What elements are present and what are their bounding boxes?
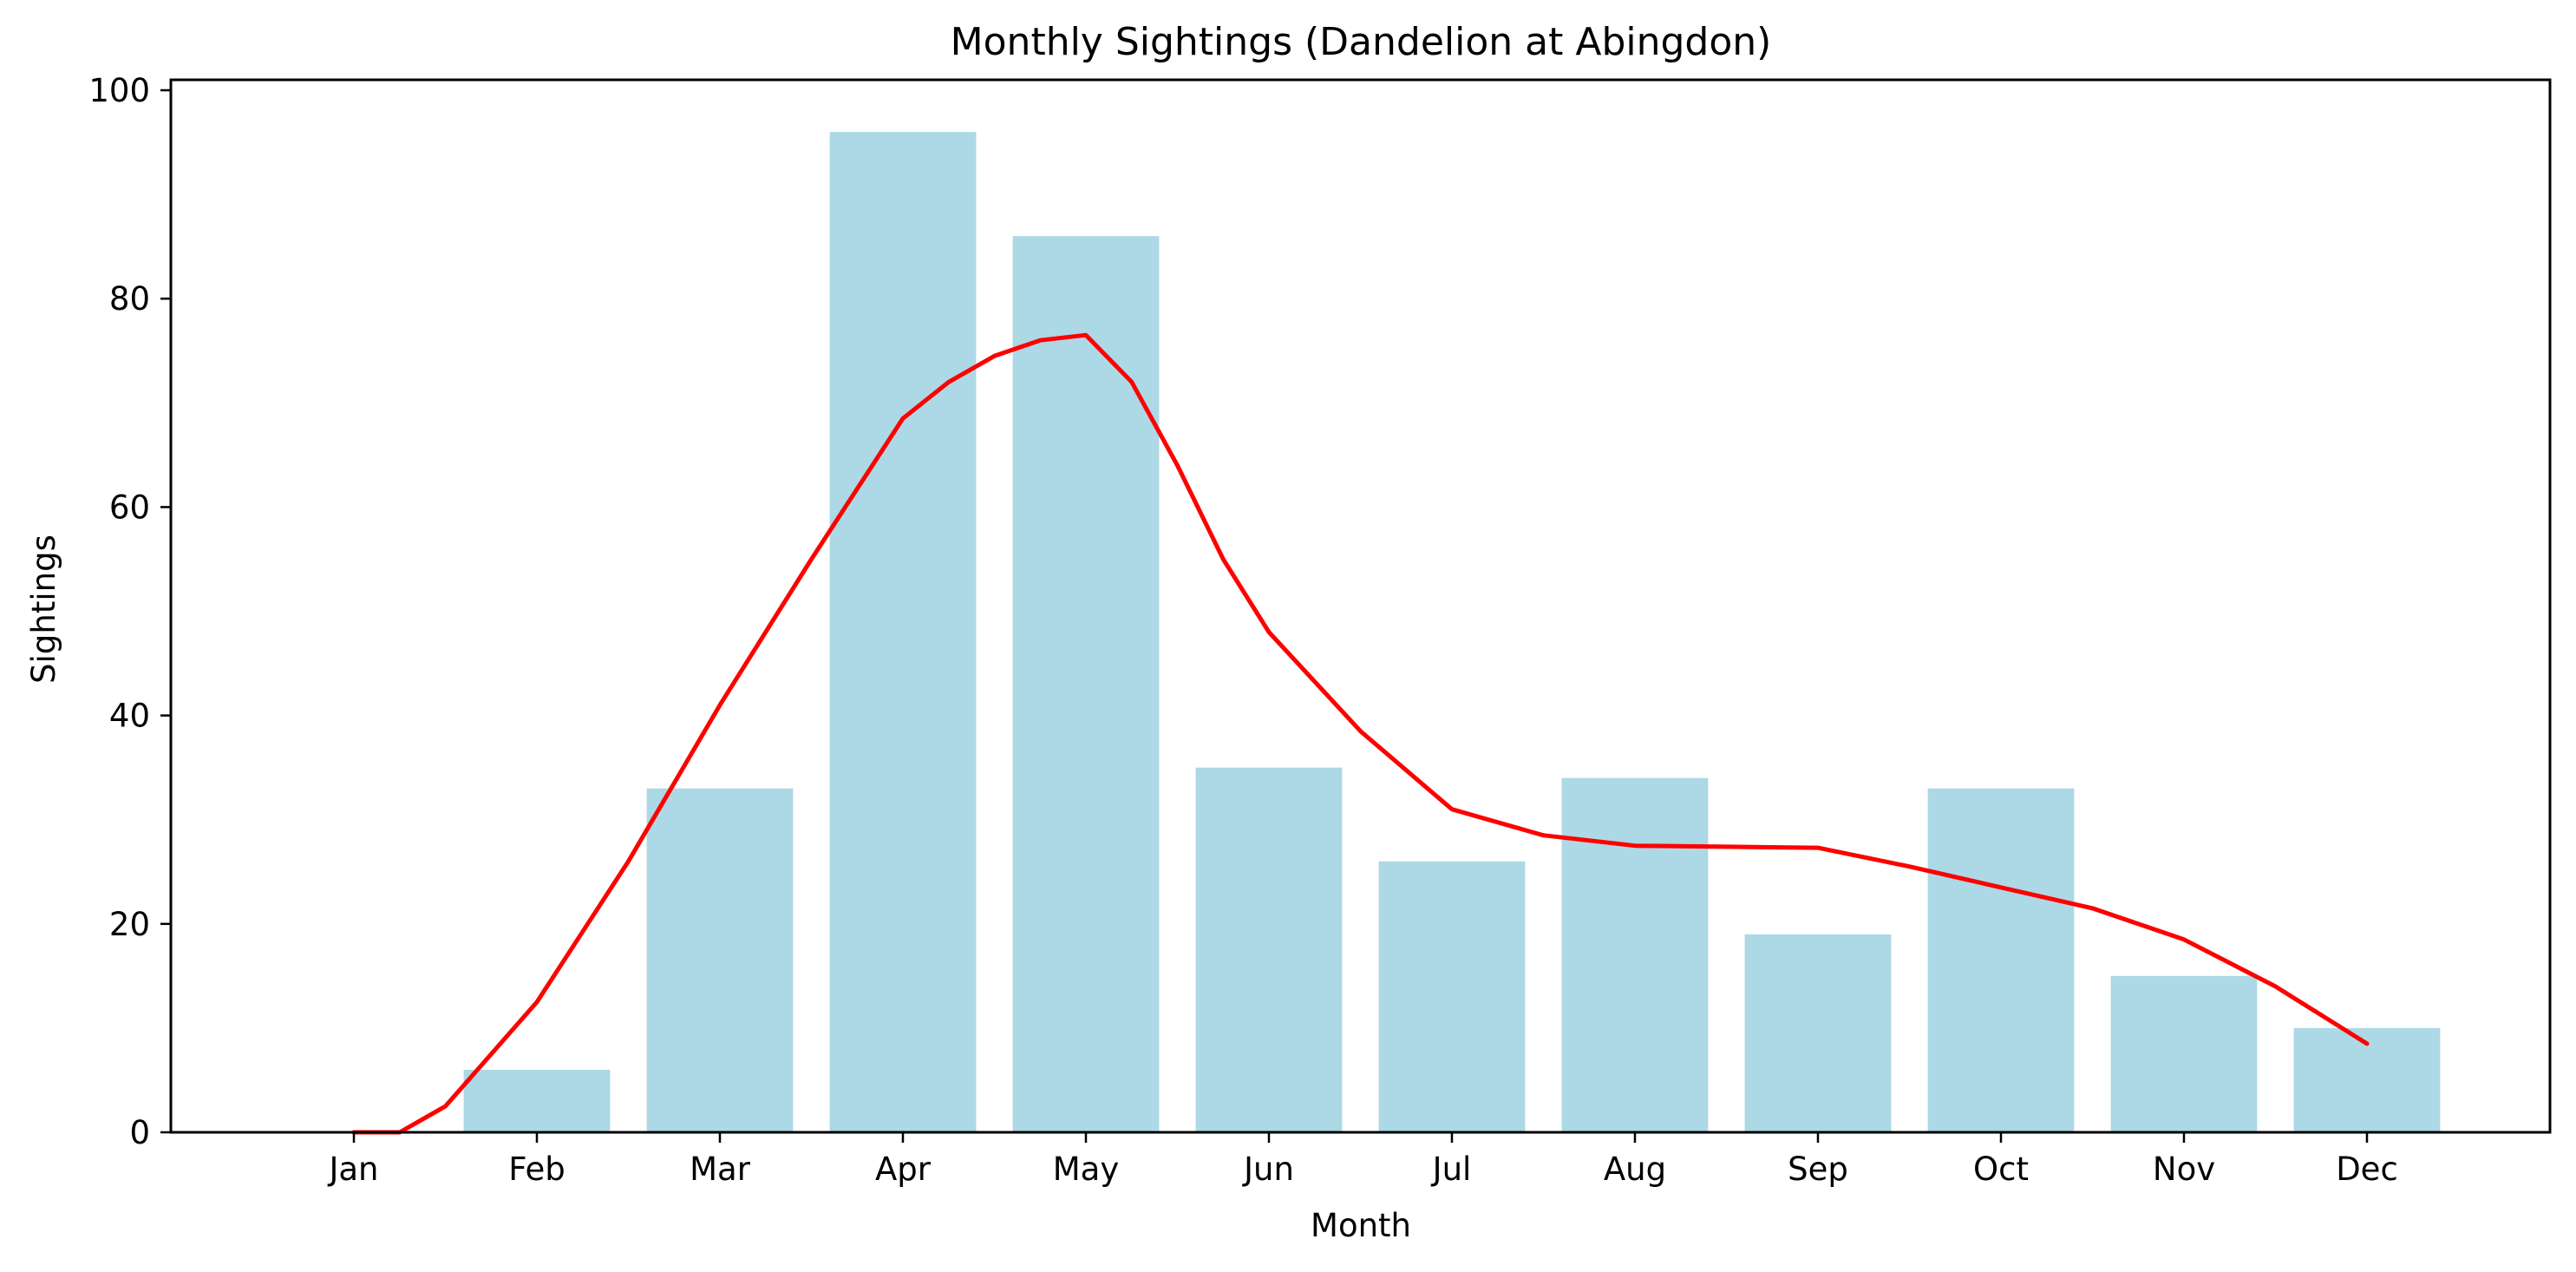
x-tick-label-mar: Mar bbox=[690, 1151, 751, 1188]
bar-oct bbox=[1927, 788, 2075, 1132]
x-axis-label: Month bbox=[1311, 1207, 1411, 1244]
x-tick-label-sep: Sep bbox=[1788, 1151, 1848, 1188]
bar-sep bbox=[1744, 934, 1892, 1132]
bar-feb bbox=[463, 1069, 611, 1132]
bar-may bbox=[1012, 236, 1160, 1132]
x-tick-label-nov: Nov bbox=[2153, 1151, 2215, 1188]
x-tick-label-jul: Jul bbox=[1431, 1151, 1472, 1188]
plot-area: Jan Feb Mar Apr May Jun Jul Aug Sep Oct Nov Dec 0 20 4… bbox=[88, 72, 2552, 1188]
y-tick-label-0: 0 bbox=[129, 1114, 150, 1151]
bar-jun bbox=[1195, 767, 1343, 1132]
y-tick-label-20: 20 bbox=[109, 906, 150, 943]
x-tick-label-apr: Apr bbox=[875, 1151, 932, 1188]
y-axis-label: Sightings bbox=[25, 534, 62, 684]
x-tick-label-feb: Feb bbox=[508, 1151, 566, 1188]
x-tick-label-oct: Oct bbox=[1973, 1151, 2029, 1188]
trend-line bbox=[351, 332, 2370, 1135]
y-tick-label-100: 100 bbox=[88, 72, 150, 109]
x-tick-label-jun: Jun bbox=[1242, 1151, 1294, 1188]
x-tick-label-jan: Jan bbox=[327, 1151, 378, 1188]
y-tick-label-80: 80 bbox=[109, 280, 150, 318]
bar-aug bbox=[1561, 777, 1709, 1132]
plot-frame bbox=[169, 78, 2552, 1134]
bar-nov bbox=[2110, 975, 2258, 1132]
bar-jul bbox=[1378, 861, 1526, 1132]
bar-mar bbox=[646, 788, 794, 1132]
y-tick-label-40: 40 bbox=[109, 698, 150, 735]
x-tick-label-dec: Dec bbox=[2336, 1151, 2398, 1188]
x-tick-label-aug: Aug bbox=[1604, 1151, 1666, 1188]
bar-apr bbox=[829, 132, 977, 1132]
chart-title: Monthly Sightings (Dandelion at Abingdon… bbox=[951, 20, 1772, 64]
x-tick-label-may: May bbox=[1053, 1151, 1120, 1188]
y-tick-label-60: 60 bbox=[109, 488, 150, 526]
